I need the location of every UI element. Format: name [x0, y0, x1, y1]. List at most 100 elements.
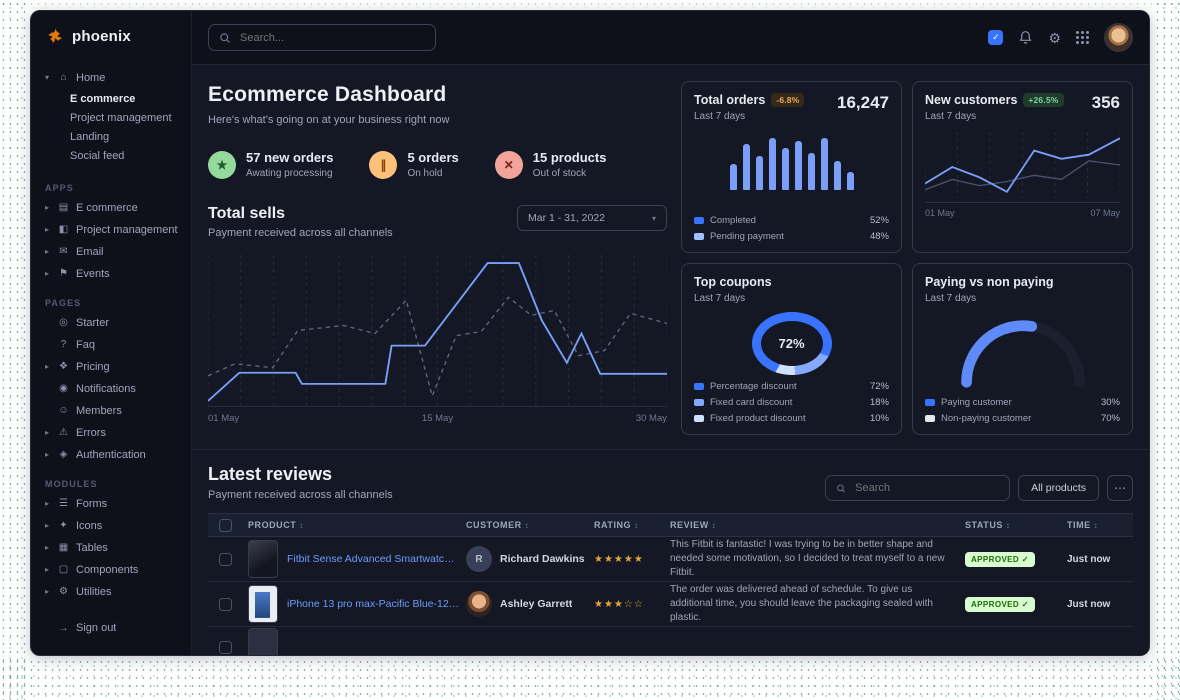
- column-header-rating[interactable]: RATING ↕: [594, 520, 664, 530]
- sidebar-item-components[interactable]: ▸ ▢ Components: [31, 559, 191, 581]
- sidebar-item-multi-level[interactable]: ▸☷Multi level: [31, 603, 191, 604]
- sidebar-item-errors[interactable]: ▸ ⚠ Errors: [31, 422, 191, 444]
- settings-gear-icon[interactable]: ⚙: [1048, 29, 1061, 46]
- sidebar-item-forms[interactable]: ▸ ☰ Forms: [31, 493, 191, 515]
- legend-chip: [694, 415, 704, 422]
- card-period: Last 7 days: [925, 111, 977, 122]
- sidebar-item-label: Pricing: [76, 360, 110, 373]
- apps-grid-icon[interactable]: [1076, 31, 1089, 44]
- sidebar-item-project-management[interactable]: Project management: [70, 111, 172, 124]
- reviews-toolbar: All products ⋯: [825, 475, 1133, 501]
- caret-icon: ▸: [44, 203, 49, 213]
- x-label: 30 May: [635, 413, 667, 424]
- sidebar-item-starter[interactable]: ◎ Starter: [31, 312, 191, 334]
- reviews-search[interactable]: [825, 475, 1011, 501]
- stat-new-orders: ★ 57 new orders Awating processing: [208, 150, 333, 179]
- column-header-review[interactable]: REVIEW ↕: [670, 520, 959, 530]
- sidebar-item-label: Errors: [76, 426, 106, 439]
- legend-row: Fixed card discount 18%: [694, 397, 889, 408]
- on-hold-icon: ∥: [369, 150, 398, 179]
- column-header-product[interactable]: PRODUCT ↕: [248, 520, 460, 530]
- user-avatar[interactable]: [1104, 23, 1133, 52]
- sidebar-item-icons[interactable]: ▸ ✦ Icons: [31, 515, 191, 537]
- gauge-arc: [960, 320, 1085, 388]
- sidebar-item-utilities[interactable]: ▸ ⚙ Utilities: [31, 581, 191, 603]
- column-header-time[interactable]: TIME ↕: [1067, 520, 1133, 530]
- date-range-select[interactable]: Mar 1 - 31, 2022 ▾: [517, 205, 667, 231]
- sidebar-nav: ▾ ⌂ Home E commerce Project management Landin…: [31, 63, 191, 604]
- product-link[interactable]: iPhone 13 pro max-Pacific Blue-128GB sto…: [287, 598, 460, 610]
- total-sells-subtitle: Payment received across all channels: [208, 227, 393, 239]
- top-coupons-card: Top coupons Last 7 days 72% Percent: [681, 263, 902, 435]
- stat-value: 57 new orders: [246, 150, 334, 165]
- column-header-status[interactable]: STATUS ↕: [965, 520, 1061, 530]
- legend-label: Pending payment: [710, 231, 784, 242]
- legend-value: 10%: [869, 413, 889, 424]
- column-header-customer[interactable]: CUSTOMER ↕: [466, 520, 588, 530]
- table-header: PRODUCT ↕ CUSTOMER ↕ RATING ↕ REVIEW ↕ STATU…: [208, 513, 1133, 537]
- product-link[interactable]: Fitbit Sense Advanced Smartwatch with To…: [287, 553, 460, 565]
- review-text: This Fitbit is fantastic! I was trying t…: [670, 539, 945, 578]
- edge-noise-right: [1154, 0, 1180, 700]
- row-checkbox[interactable]: [218, 597, 232, 611]
- search-input[interactable]: [238, 30, 425, 45]
- product-filter-select[interactable]: All products: [1018, 475, 1099, 501]
- sidebar-item-members[interactable]: ☺ Members: [31, 400, 191, 422]
- sidebar-item-sign-out[interactable]: → Sign out: [31, 618, 191, 639]
- legend-chip: [925, 399, 935, 406]
- sidebar-item-home[interactable]: ▾ ⌂ Home: [31, 67, 191, 89]
- legend-chip: [694, 217, 704, 224]
- brand[interactable]: phoenix: [31, 11, 191, 63]
- row-checkbox[interactable]: [218, 640, 232, 654]
- reviews-subtitle: Payment received across all channels: [208, 489, 393, 501]
- row-checkbox[interactable]: [218, 552, 232, 566]
- customer-name[interactable]: Ashley Garrett: [500, 598, 573, 610]
- sidebar-item-e-commerce[interactable]: E commerce: [70, 92, 136, 105]
- sort-icon: ↕: [1005, 520, 1011, 530]
- sidebar-item-project-management[interactable]: ▸ ◧ Project management: [31, 219, 191, 241]
- trend-badge: +26.5%: [1023, 93, 1064, 107]
- column-label: REVIEW: [670, 520, 709, 530]
- select-all-checkbox[interactable]: [218, 518, 232, 532]
- sidebar-item-label: Events: [76, 267, 110, 280]
- cell-product: iPhone 13 pro max-Pacific Blue-128GB sto…: [248, 585, 460, 623]
- legend-label: Non-paying customer: [941, 413, 1032, 424]
- notifications-bell-icon[interactable]: [1018, 30, 1033, 45]
- form-icon: ☰: [59, 498, 68, 510]
- table-row: iPhone 13 pro max-Pacific Blue-128GB sto…: [208, 582, 1133, 627]
- utilities-icon: ⚙: [59, 586, 68, 598]
- sidebar-item-notifications[interactable]: ◉ Notifications: [31, 378, 191, 400]
- more-options-button[interactable]: ⋯: [1107, 475, 1133, 501]
- sidebar-item-e-commerce[interactable]: ▸ ▤ E commerce: [31, 197, 191, 219]
- legend-value: 48%: [869, 231, 889, 242]
- review-time: Just now: [1067, 553, 1111, 565]
- table-icon: ▦: [58, 542, 69, 554]
- sidebar-item-faq[interactable]: ? Faq: [31, 334, 191, 356]
- sidebar-item-events[interactable]: ▸ ⚑ Events: [31, 263, 191, 285]
- sidebar-item-label: Utilities: [76, 585, 112, 598]
- global-search[interactable]: [208, 24, 436, 51]
- legend-value: 30%: [1100, 397, 1120, 408]
- cell-time: Just now: [1067, 599, 1133, 610]
- sidebar-item-label: Icons: [76, 519, 103, 532]
- customer-name[interactable]: Richard Dawkins: [500, 553, 585, 565]
- tag-icon: ❖: [59, 361, 68, 373]
- theme-toggle-checkbox[interactable]: ✓: [988, 30, 1004, 45]
- sidebar-item-landing[interactable]: Landing: [70, 130, 110, 143]
- reviews-search-input[interactable]: [853, 481, 1000, 495]
- customer-avatar: R: [466, 546, 492, 572]
- caret-icon: ▸: [44, 521, 49, 531]
- customer-avatar: [466, 591, 492, 617]
- sidebar-item-pricing[interactable]: ▸ ❖ Pricing: [31, 356, 191, 378]
- dashboard-left: Ecommerce Dashboard Here's what's going …: [208, 81, 667, 435]
- sidebar-item-social-feed[interactable]: Social feed: [70, 149, 125, 162]
- total-sells-line-current: [208, 262, 667, 402]
- out-of-stock-icon: ✕: [494, 150, 523, 179]
- sidebar-item-email[interactable]: ▸ ✉ Email: [31, 241, 191, 263]
- reviews-title: Latest reviews: [208, 464, 333, 484]
- sidebar-item-tables[interactable]: ▸ ▦ Tables: [31, 537, 191, 559]
- column-label: CUSTOMER: [466, 520, 522, 530]
- sidebar-item-authentication[interactable]: ▸ ◈ Authentication: [31, 444, 191, 466]
- sidebar-item-label: Tables: [76, 541, 108, 554]
- users-icon: ☺: [58, 405, 69, 417]
